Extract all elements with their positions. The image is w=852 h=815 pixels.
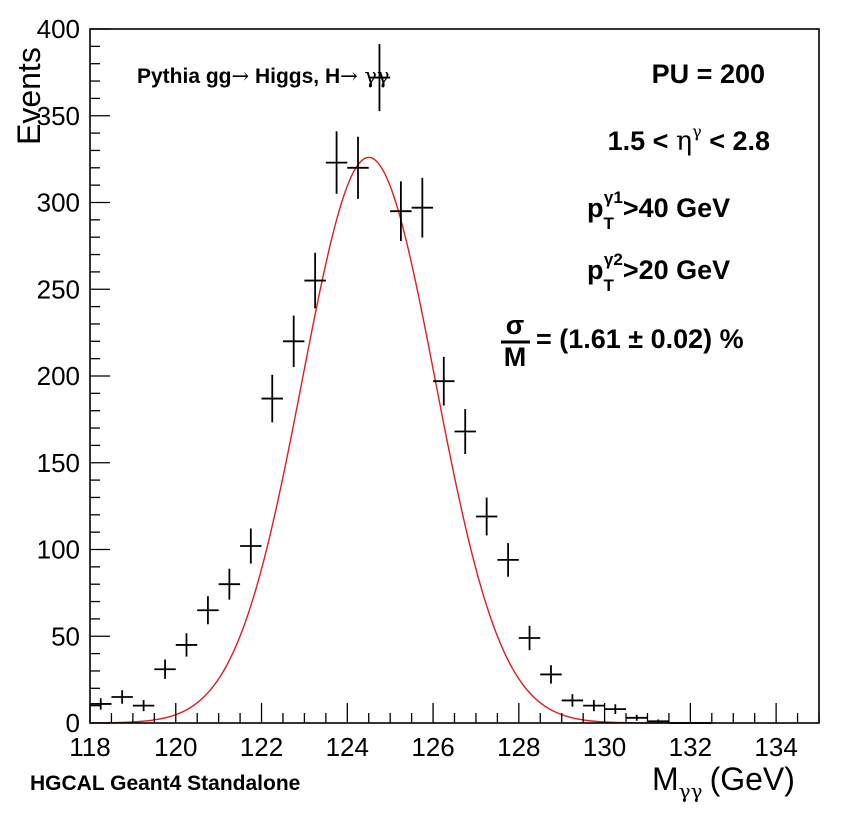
pt2-cut-label: pTγ2>20 GeV xyxy=(587,250,730,295)
data-point xyxy=(261,374,283,423)
y-tick-label: 400 xyxy=(37,14,80,44)
data-point xyxy=(347,136,369,199)
y-tick-label: 350 xyxy=(37,101,80,131)
data-point xyxy=(154,659,176,679)
x-tick-label: 124 xyxy=(326,732,369,762)
x-tick-label: 128 xyxy=(497,732,540,762)
data-point xyxy=(411,177,434,238)
y-tick-label: 150 xyxy=(37,448,80,478)
x-tick-label: 130 xyxy=(583,732,626,762)
data-point xyxy=(454,408,476,455)
data-point xyxy=(197,596,219,625)
data-point xyxy=(604,704,627,714)
y-tick-label: 300 xyxy=(37,188,80,218)
axis-ticks xyxy=(89,28,820,724)
data-point xyxy=(518,625,541,651)
x-tick-label: 126 xyxy=(411,732,454,762)
pt1-cut-label: pTγ1>40 GeV xyxy=(587,188,730,233)
data-point xyxy=(111,690,133,704)
y-tick-label: 100 xyxy=(37,535,80,565)
x-tick-label: 134 xyxy=(754,732,797,762)
y-tick-labels: 0 50 100 150 200 250 300 350 400 xyxy=(37,14,80,738)
resolution-denominator: M xyxy=(504,342,527,372)
x-tick-label: 118 xyxy=(69,732,110,762)
data-point xyxy=(325,131,348,194)
resolution-numerator: σ xyxy=(506,310,524,340)
resolution-value: = (1.61 ± 0.02) % xyxy=(536,324,744,354)
y-axis-label: Events xyxy=(11,47,47,145)
footer-label: HGCAL Geant4 Standalone xyxy=(30,772,300,795)
process-label: Pythia gg→ Higgs, H→ γγ xyxy=(137,64,390,88)
data-point xyxy=(218,568,241,600)
y-tick-label: 250 xyxy=(37,274,80,304)
data-point xyxy=(240,528,262,564)
data-point xyxy=(368,44,391,112)
pileup-label: PU = 200 xyxy=(652,59,765,89)
data-points xyxy=(90,44,712,724)
y-tick-label: 0 xyxy=(66,708,80,738)
data-point xyxy=(132,700,155,712)
data-point xyxy=(282,315,305,367)
data-point xyxy=(561,694,584,707)
data-point xyxy=(433,356,455,406)
data-point xyxy=(90,698,112,710)
data-point xyxy=(475,497,498,536)
data-point xyxy=(175,633,198,657)
data-point xyxy=(390,181,412,242)
y-tick-label: 50 xyxy=(51,621,80,651)
x-tick-label: 120 xyxy=(154,732,197,762)
data-point xyxy=(304,252,326,309)
data-point xyxy=(626,714,648,721)
x-axis-label: Mγγ (GeV) xyxy=(652,761,795,803)
data-point xyxy=(497,543,519,577)
x-tick-label: 122 xyxy=(240,732,283,762)
x-tick-label: 132 xyxy=(669,732,712,762)
data-point xyxy=(583,700,605,712)
eta-range-label: 1.5 < ηγ < 2.8 xyxy=(608,122,770,157)
data-point xyxy=(540,665,562,684)
y-tick-label: 200 xyxy=(37,361,80,391)
x-tick-labels: 118 120 122 124 126 128 130 132 134 xyxy=(69,732,798,762)
